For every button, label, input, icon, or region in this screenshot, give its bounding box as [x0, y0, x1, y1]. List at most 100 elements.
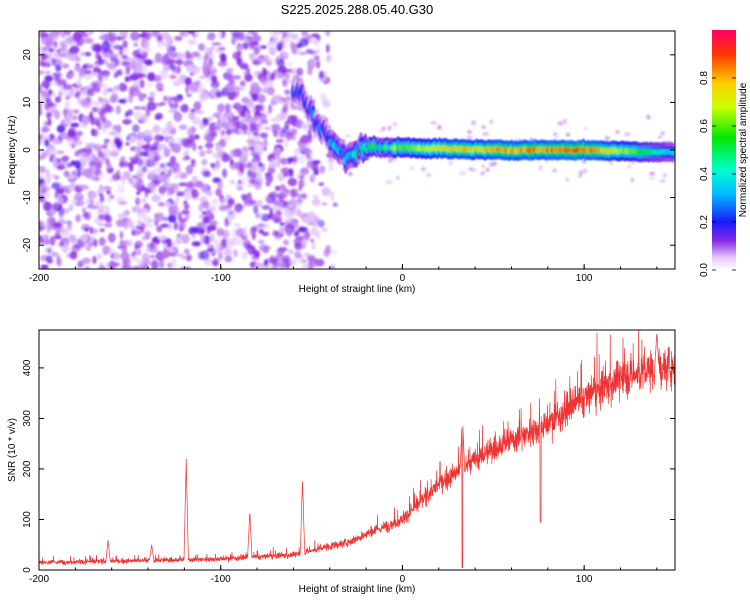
noise-blob	[272, 36, 280, 45]
noise-blob	[82, 212, 89, 219]
noise-blob	[39, 138, 42, 146]
colorbar-tick-label: 0.4	[699, 167, 710, 181]
noise-blob	[209, 124, 214, 133]
noise-blob	[115, 105, 122, 115]
noise-blob	[212, 177, 221, 184]
noise-blob	[43, 201, 53, 212]
noise-blob	[128, 134, 137, 144]
noise-blob	[85, 198, 91, 205]
noise-blob	[155, 212, 165, 222]
noise-blob	[186, 93, 193, 98]
noise-blob	[296, 42, 303, 49]
noise-blob	[151, 194, 161, 203]
noise-blob	[140, 144, 149, 149]
noise-blob	[283, 158, 289, 165]
faint-speckle	[623, 132, 631, 137]
noise-blob	[51, 90, 56, 98]
noise-blob	[325, 43, 330, 53]
noise-blob	[292, 154, 299, 165]
noise-blob	[141, 197, 147, 204]
noise-blob	[256, 94, 266, 104]
noise-blob	[152, 142, 160, 147]
snr-y-axis: 0 100 200 300 400	[22, 359, 675, 573]
noise-blob	[215, 159, 221, 170]
noise-blob	[321, 227, 329, 232]
noise-blob	[215, 145, 224, 153]
noise-blob	[233, 249, 238, 258]
noise-blob	[89, 205, 99, 210]
noise-blob	[217, 103, 225, 113]
noise-blob	[39, 44, 43, 52]
noise-blob	[58, 207, 65, 216]
noise-blob	[218, 31, 223, 40]
noise-blob	[211, 42, 222, 46]
y-tick-label: 20	[22, 49, 33, 61]
faint-speckle	[538, 165, 543, 172]
y-tick-label: -10	[22, 190, 33, 205]
noise-blob	[133, 106, 142, 110]
noise-blob	[128, 177, 133, 184]
noise-blob	[242, 42, 249, 50]
noise-blob	[128, 94, 134, 104]
noise-blob	[92, 228, 98, 234]
noise-blob	[237, 179, 243, 186]
noise-blob	[153, 59, 164, 64]
noise-blob	[258, 212, 262, 220]
noise-blob	[96, 72, 104, 80]
faint-speckle	[489, 119, 493, 125]
noise-blob	[212, 152, 223, 159]
snr-x-axis: -200 -100 0 100	[29, 565, 658, 585]
noise-blob	[180, 234, 190, 244]
noise-blob	[296, 198, 304, 203]
noise-blob	[113, 85, 121, 90]
noise-blob	[218, 46, 226, 51]
noise-blob	[122, 40, 128, 49]
noise-blob	[202, 215, 211, 224]
noise-blob	[167, 214, 177, 223]
noise-blob	[219, 197, 227, 205]
noise-blob	[148, 153, 154, 161]
noise-blob	[161, 31, 169, 41]
noise-blob	[98, 35, 109, 40]
x-tick-label: -200	[29, 273, 49, 284]
noise-blob	[204, 53, 208, 61]
faint-speckle	[430, 121, 438, 125]
noise-blob	[258, 162, 263, 167]
noise-blob	[259, 132, 269, 139]
noise-blob	[321, 202, 328, 206]
noise-blob	[316, 60, 320, 69]
noise-blob	[224, 217, 229, 227]
noise-blob	[248, 170, 255, 180]
spectrogram-heatmap	[39, 31, 675, 269]
noise-blob	[184, 139, 194, 144]
noise-blob	[323, 248, 330, 258]
noise-blob	[217, 181, 224, 190]
noise-blob	[268, 162, 278, 168]
noise-blob	[158, 260, 165, 269]
noise-blob	[157, 143, 167, 150]
noise-blob	[299, 51, 307, 56]
noise-blob	[270, 157, 280, 163]
noise-blob	[192, 162, 197, 168]
spectrogram-x-axis: -200 -100 0 100	[29, 264, 658, 284]
noise-blob	[93, 156, 100, 164]
noise-blob	[166, 121, 173, 131]
noise-blob	[87, 170, 94, 179]
noise-blob	[167, 96, 173, 106]
y-tick-label: 10	[22, 96, 33, 108]
noise-blob	[155, 102, 163, 107]
noise-blob	[247, 248, 251, 254]
noise-blob	[262, 245, 272, 250]
noise-blob	[288, 208, 297, 216]
noise-blob	[213, 123, 221, 128]
noise-blob	[198, 91, 209, 102]
noise-blob	[212, 258, 220, 267]
noise-blob	[185, 84, 189, 94]
noise-blob	[171, 258, 177, 269]
noise-blob	[245, 98, 254, 108]
noise-blob	[286, 131, 294, 137]
noise-blob	[244, 111, 250, 116]
noise-blob	[39, 101, 42, 111]
noise-blob	[59, 50, 69, 54]
noise-blob	[159, 163, 166, 169]
